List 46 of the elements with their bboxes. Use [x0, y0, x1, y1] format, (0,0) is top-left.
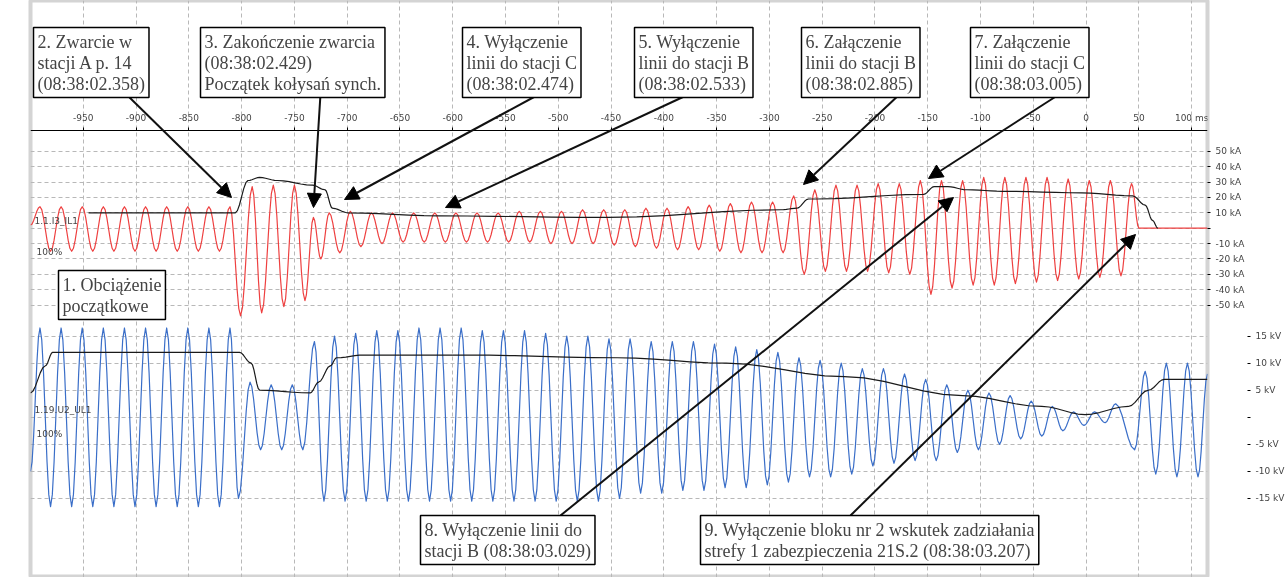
annotation: 1. Obciążenie początkowe	[62, 274, 162, 316]
y2-tick-label: -5 kV	[1255, 439, 1280, 450]
annotation: 6. Załączenie linii do stacji B (08:38:02.885)	[805, 31, 916, 95]
x-tick-label: -800	[231, 112, 253, 123]
y-tick-label: -50 kA	[1215, 300, 1246, 311]
x-tick-label: -950	[73, 112, 94, 123]
x-tick-label: -50	[1025, 112, 1041, 123]
y-tick-label: 30 kA	[1215, 177, 1243, 188]
y2-tick-label: 10 kV	[1255, 358, 1283, 369]
y-tick-label: -10 kA	[1215, 238, 1246, 249]
x-tick-label: -650	[389, 112, 411, 123]
annotation: 2. Zwarcie w stacji A p. 14 (08:38:02.358)	[37, 31, 145, 95]
y2-tick-label: -15 kV	[1255, 493, 1286, 504]
y-tick-label: -20 kA	[1215, 254, 1246, 264]
annotation: 5. Wyłączenie linii do stacji B (08:38:02.533)	[638, 31, 749, 95]
x-tick-label: -300	[759, 112, 780, 123]
y-tick-label: 10 kA	[1215, 207, 1243, 218]
y2-tick-label: -10 kV	[1255, 466, 1286, 477]
x-tick-label: -150	[917, 112, 939, 123]
x-tick-label: -850	[178, 112, 200, 123]
annotation: 7. Załączenie linii do stacji C (08:38:03.005)	[974, 31, 1085, 95]
annotation: 4. Wyłączenie linii do stacji C (08:38:02.474)	[466, 31, 577, 95]
y2-tick-label: 5 kV	[1255, 385, 1277, 396]
x-tick-label: -250	[811, 112, 833, 123]
x-tick-label: -350	[706, 112, 728, 123]
annotation: 100%	[36, 246, 63, 257]
x-tick-label: -450	[600, 112, 622, 123]
x-tick-label: -100	[970, 112, 992, 123]
x-tick-label: 0	[1083, 112, 1090, 123]
y2-tick-label: 15 kV	[1255, 331, 1283, 342]
x-tick-label: -600	[442, 112, 464, 123]
annotation: 9. Wyłączenie bloku nr 2 wskutek zadziałania strefy 1 zabezpieczenia 21S.2 (08:38:03.207)	[704, 519, 1035, 562]
x-tick-label: -700	[336, 112, 358, 123]
x-tick-label: -400	[653, 112, 675, 123]
annotation: 3. Zakończenie zwarcia (08:38:02.429) Początek kołysań synch.	[204, 31, 381, 94]
annotation: 8. Wyłączenie linii do stacji B (08:38:03.029)	[424, 519, 591, 562]
y-tick-label: 50 kA	[1215, 146, 1243, 157]
x-tick-label: 50	[1133, 112, 1145, 123]
y-tick-label: -30 kA	[1215, 269, 1246, 280]
x-tick-label: 100 ms	[1174, 112, 1209, 123]
x-tick-label: -500	[548, 112, 569, 123]
x-tick-label: -750	[284, 112, 305, 123]
x-tick-label: -900	[125, 112, 147, 123]
y-tick-label: 20 kA	[1215, 192, 1243, 203]
y-tick-label: 40 kA	[1215, 161, 1243, 172]
y-tick-label: -40 kA	[1215, 284, 1246, 295]
